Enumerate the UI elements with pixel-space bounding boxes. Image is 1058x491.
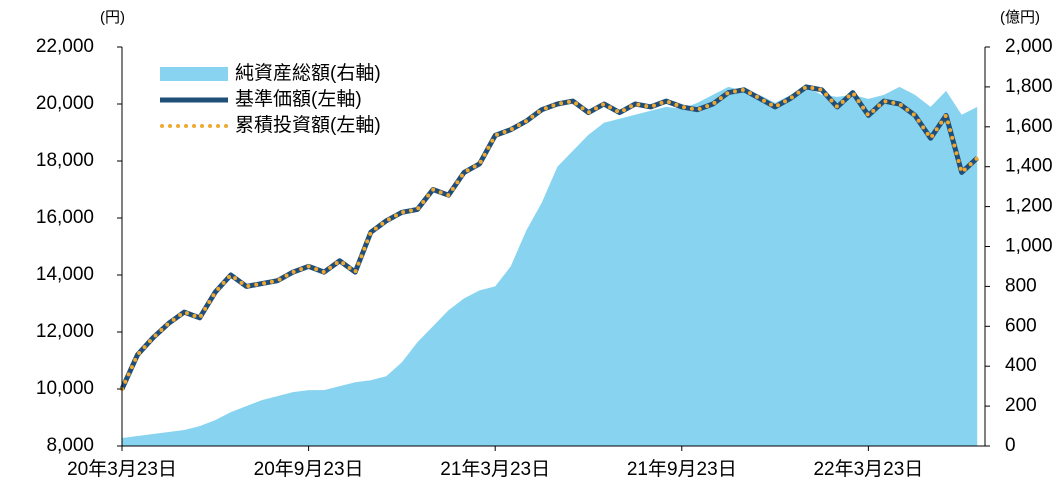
- y2-tick-label: 800: [1005, 275, 1037, 296]
- y2-tick-label: 400: [1005, 355, 1037, 376]
- legend-label: 純資産総額(右軸): [235, 62, 381, 84]
- y-tick-label: 10,000: [36, 378, 94, 399]
- y-tick-label: 22,000: [36, 36, 94, 57]
- y2-tick-label: 2,000: [1005, 36, 1053, 57]
- y-tick-label: 20,000: [36, 93, 94, 114]
- y-tick-label: 14,000: [36, 264, 94, 285]
- legend-label: 基準価額(左軸): [235, 88, 362, 110]
- x-tick-label: 22年3月23日: [813, 458, 923, 480]
- dotted-line: [120, 84, 980, 391]
- x-tick-label: 21年3月23日: [440, 458, 550, 480]
- legend-label: 累積投資額(左軸): [235, 114, 381, 136]
- y2-tick-label: 1,600: [1005, 116, 1053, 137]
- y2-tick-label: 1,200: [1005, 196, 1053, 217]
- x-tick-label: 21年9月23日: [627, 458, 737, 480]
- y2-axis-label: (億円): [1000, 9, 1040, 26]
- y2-tick-label: 1,000: [1005, 236, 1053, 257]
- y2-tick-label: 600: [1005, 315, 1037, 336]
- y2-tick-label: 1,800: [1005, 76, 1053, 97]
- y-axis-label: (円): [100, 9, 125, 26]
- legend-swatch: [160, 67, 228, 81]
- y2-tick-label: 1,400: [1005, 156, 1053, 177]
- y2-tick-label: 0: [1005, 435, 1016, 456]
- y-tick-label: 12,000: [36, 321, 94, 342]
- y-tick-label: 8,000: [46, 435, 94, 456]
- y2-tick-label: 200: [1005, 395, 1037, 416]
- x-tick-label: 20年3月23日: [67, 458, 177, 480]
- y-tick-label: 16,000: [36, 207, 94, 228]
- x-tick-label: 20年9月23日: [254, 458, 364, 480]
- area: [122, 86, 978, 447]
- y-tick-label: 18,000: [36, 150, 94, 171]
